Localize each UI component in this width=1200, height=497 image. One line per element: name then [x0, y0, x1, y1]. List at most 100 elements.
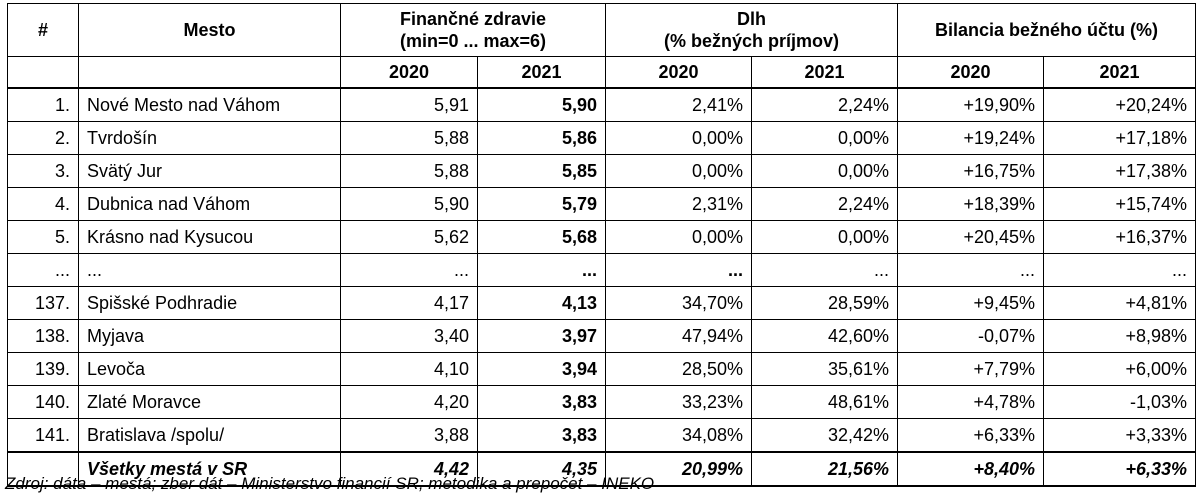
health-2020-cell: 5,91	[340, 87, 478, 122]
balance-2020-cell: +19,24%	[897, 121, 1045, 155]
health-2021-cell: ...	[476, 253, 607, 287]
health-2020-cell: 5,90	[340, 187, 478, 221]
year-header: 2020	[897, 56, 1045, 89]
balance-2021-cell: -1,03%	[1043, 385, 1197, 419]
balance-header: Bilancia bežného účtu (%)	[897, 3, 1197, 57]
header-row-years: 2020 2021 2020 2021 2020 2021	[7, 56, 1197, 89]
total-balance-2020: +8,40%	[897, 451, 1045, 487]
balance-2021-cell: ...	[1043, 253, 1197, 287]
health-2021-cell: 3,83	[476, 418, 607, 453]
health-2020-cell: ...	[340, 253, 478, 287]
health-2021-cell: 3,94	[476, 352, 607, 386]
health-2021-cell: 5,68	[476, 220, 607, 254]
total-health-2021: 4,35	[476, 451, 607, 487]
rank-cell: 2.	[7, 121, 79, 155]
city-cell: Svätý Jur	[78, 154, 341, 188]
debt-2021-cell: 48,61%	[751, 385, 899, 419]
health-2021-cell: 5,90	[476, 87, 607, 122]
city-cell: ...	[78, 253, 341, 287]
balance-2020-cell: -0,07%	[897, 319, 1045, 353]
debt-header-unit: (% bežných príjmov)	[664, 31, 840, 51]
table-row: 4. Dubnica nad Váhom 5,90 5,79 2,31% 2,24% +18…	[7, 187, 1197, 221]
table-row: 140. Zlaté Moravce 4,20 3,83 33,23% 48,61% +4,…	[7, 385, 1197, 419]
rank-cell: 139.	[7, 352, 79, 386]
rank-header-blank	[7, 56, 79, 89]
health-header-range: (min=0 ... max=6)	[399, 31, 547, 51]
debt-2020-cell: 0,00%	[605, 154, 753, 188]
city-cell: Levoča	[78, 352, 341, 386]
table-row: 1. Nové Mesto nad Váhom 5,91 5,90 2,41% 2,24%…	[7, 87, 1197, 122]
balance-2021-cell: +4,81%	[1043, 286, 1197, 320]
balance-2020-cell: +6,33%	[897, 418, 1045, 453]
debt-2021-cell: 42,60%	[751, 319, 899, 353]
balance-2021-cell: +15,74%	[1043, 187, 1197, 221]
debt-2021-cell: 0,00%	[751, 154, 899, 188]
health-2021-cell: 4,13	[476, 286, 607, 320]
debt-2021-cell: 2,24%	[751, 87, 899, 122]
debt-2021-cell: 35,61%	[751, 352, 899, 386]
rank-cell: 141.	[7, 418, 79, 453]
year-header: 2020	[340, 56, 478, 89]
total-city-cell: Všetky mestá v SR	[78, 451, 341, 487]
city-cell: Krásno nad Kysucou	[78, 220, 341, 254]
debt-2020-cell: ...	[605, 253, 753, 287]
city-cell: Zlaté Moravce	[78, 385, 341, 419]
health-header: Finančné zdravie (min=0 ... max=6)	[339, 3, 607, 57]
source-note: Zdroj: dáta – mestá; zber dát – Minister…	[5, 474, 655, 493]
debt-header-title: Dlh	[737, 9, 767, 29]
rank-cell: 140.	[7, 385, 79, 419]
total-rank-cell	[7, 451, 79, 487]
city-cell: Bratislava /spolu/	[78, 418, 341, 453]
health-header-title: Finančné zdravie	[399, 9, 547, 29]
debt-2021-cell: 0,00%	[751, 220, 899, 254]
balance-2020-cell: +9,45%	[897, 286, 1045, 320]
city-cell: Spišské Podhradie	[78, 286, 341, 320]
city-cell: Dubnica nad Váhom	[78, 187, 341, 221]
city-header: Mesto	[78, 3, 341, 57]
health-2021-cell: 3,97	[476, 319, 607, 353]
health-2020-cell: 3,88	[340, 418, 478, 453]
rank-cell: 3.	[7, 154, 79, 188]
debt-2020-cell: 34,70%	[605, 286, 753, 320]
rank-cell: 1.	[7, 87, 79, 122]
health-2020-cell: 4,10	[340, 352, 478, 386]
table-row: 137. Spišské Podhradie 4,17 4,13 34,70% 28,59…	[7, 286, 1197, 320]
table-row: 138. Myjava 3,40 3,97 47,94% 42,60% -0,07% +8,9…	[7, 319, 1197, 353]
year-header: 2021	[751, 56, 899, 89]
debt-2020-cell: 2,41%	[605, 87, 753, 122]
health-2021-cell: 3,83	[476, 385, 607, 419]
total-balance-2021: +6,33%	[1043, 451, 1197, 487]
balance-2020-cell: +7,79%	[897, 352, 1045, 386]
rank-cell: 137.	[7, 286, 79, 320]
rank-header: #	[7, 3, 79, 57]
debt-2020-cell: 33,23%	[605, 385, 753, 419]
health-2021-cell: 5,79	[476, 187, 607, 221]
debt-2021-cell: ...	[751, 253, 899, 287]
balance-2020-cell: +4,78%	[897, 385, 1045, 419]
debt-2021-cell: 28,59%	[751, 286, 899, 320]
table-row: 2. Tvrdošín 5,88 5,86 0,00% 0,00% +19,24% +17,1…	[7, 121, 1197, 155]
balance-2021-cell: +17,38%	[1043, 154, 1197, 188]
debt-2020-cell: 34,08%	[605, 418, 753, 453]
table-row: 141. Bratislava /spolu/3,88 3,83 34,08% 32,4…	[7, 418, 1197, 453]
city-finance-table: # Mesto Finančné zdravie (min=0 ... max=…	[7, 3, 1197, 487]
health-2021-cell: 5,86	[476, 121, 607, 155]
debt-2020-cell: 47,94%	[605, 319, 753, 353]
city-cell: Nové Mesto nad Váhom	[78, 87, 341, 122]
balance-2021-cell: +8,98%	[1043, 319, 1197, 353]
table-row: 3. Svätý Jur 5,88 5,85 0,00% 0,00% +16,75% +17,…	[7, 154, 1197, 188]
health-2020-cell: 3,40	[340, 319, 478, 353]
debt-2021-cell: 0,00%	[751, 121, 899, 155]
debt-2021-cell: 2,24%	[751, 187, 899, 221]
year-header: 2021	[1043, 56, 1197, 89]
rank-cell: 4.	[7, 187, 79, 221]
balance-2020-cell: +18,39%	[897, 187, 1045, 221]
total-row: Všetky mestá v SR 4,42 4,35 20,99% 21,56…	[7, 451, 1197, 487]
health-2020-cell: 5,62	[340, 220, 478, 254]
debt-header: Dlh (% bežných príjmov)	[605, 3, 899, 57]
health-2020-cell: 5,88	[340, 121, 478, 155]
rank-cell: ...	[7, 253, 79, 287]
header-row-top: # Mesto Finančné zdravie (min=0 ... max=…	[7, 3, 1197, 57]
balance-2021-cell: +16,37%	[1043, 220, 1197, 254]
balance-2020-cell: +19,90%	[897, 87, 1045, 122]
